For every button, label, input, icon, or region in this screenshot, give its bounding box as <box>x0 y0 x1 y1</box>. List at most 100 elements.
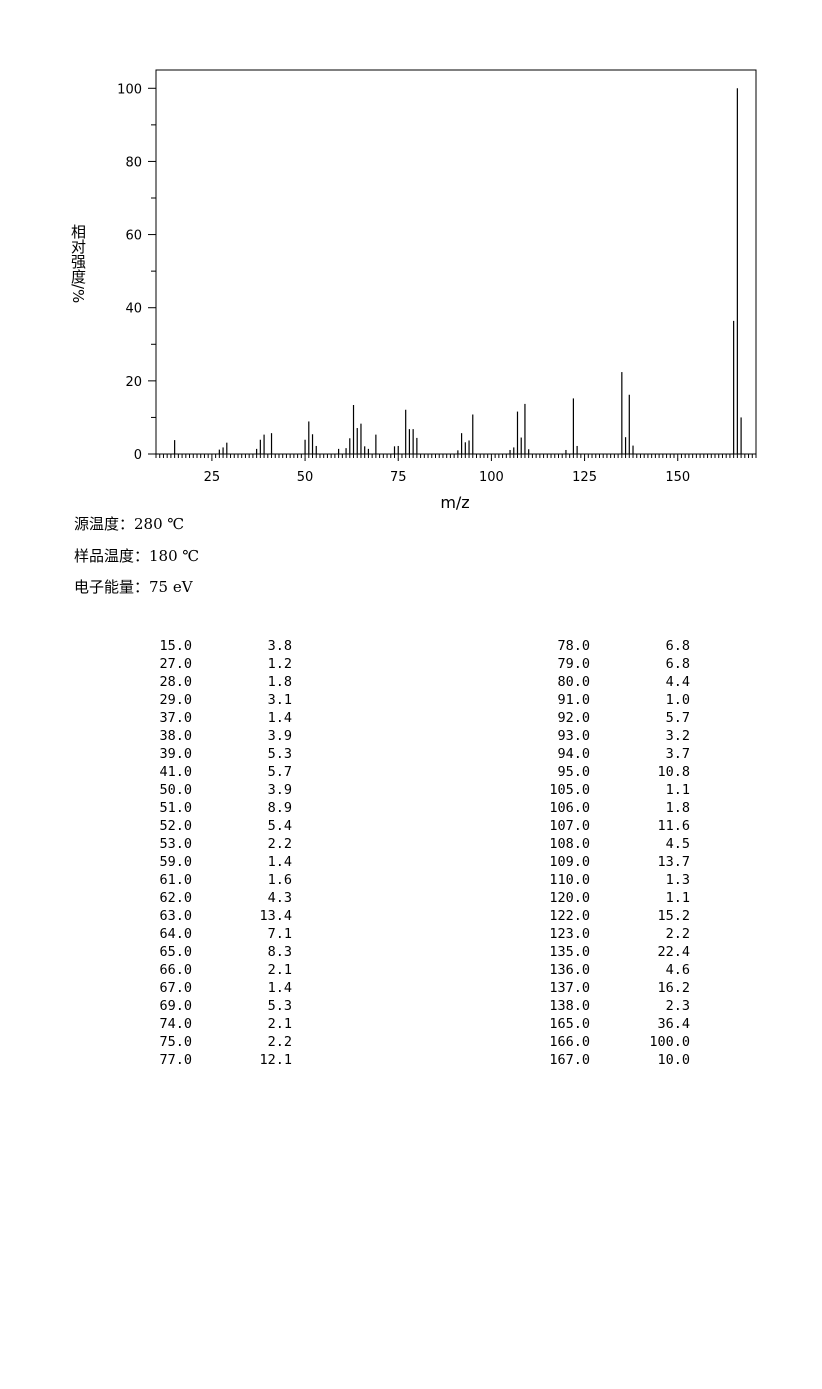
peak-mz: 106.0 <box>549 800 590 816</box>
x-tick-label: 75 <box>390 470 407 485</box>
peak-mz: 94.0 <box>557 746 590 762</box>
peak-row: 91.0 1.0 <box>490 691 690 709</box>
peak-intensity: 3.2 <box>665 728 690 744</box>
peak-intensity: 8.3 <box>267 944 292 960</box>
y-tick-label: 100 <box>117 82 142 97</box>
peak-intensity: 5.3 <box>267 746 292 762</box>
peak-mz: 29.0 <box>159 692 192 708</box>
peak-mz: 80.0 <box>557 674 590 690</box>
peak-mz: 53.0 <box>159 836 192 852</box>
peak-mz: 95.0 <box>557 764 590 780</box>
peak-intensity: 16.2 <box>657 980 690 996</box>
peak-intensity: 22.4 <box>657 944 690 960</box>
peak-intensity: 4.4 <box>665 674 690 690</box>
peak-intensity: 1.0 <box>665 692 690 708</box>
peak-intensity: 13.7 <box>657 854 690 870</box>
peak-mz: 136.0 <box>549 962 590 978</box>
peak-row: 51.0 8.9 <box>92 799 292 817</box>
peak-mz: 165.0 <box>549 1016 590 1032</box>
peak-intensity: 3.1 <box>267 692 292 708</box>
sample-temperature: 样品温度：180 ℃ <box>74 546 200 565</box>
electron-energy: 电子能量：75 eV <box>74 578 193 596</box>
peak-mz: 67.0 <box>159 980 192 996</box>
peak-row: 27.0 1.2 <box>92 655 292 673</box>
peak-row: 69.0 5.3 <box>92 997 292 1015</box>
x-axis-label: m/z <box>440 493 469 512</box>
peak-row: 65.0 8.3 <box>92 943 292 961</box>
peak-mz: 51.0 <box>159 800 192 816</box>
peak-intensity: 7.1 <box>267 926 292 942</box>
peak-intensity: 5.4 <box>267 818 292 834</box>
peak-mz: 91.0 <box>557 692 590 708</box>
peak-row: 53.0 2.2 <box>92 835 292 853</box>
peak-row: 120.0 1.1 <box>490 889 690 907</box>
peak-mz: 27.0 <box>159 656 192 672</box>
peak-row: 107.0 11.6 <box>490 817 690 835</box>
peak-intensity: 1.4 <box>267 854 292 870</box>
peak-row: 165.0 36.4 <box>490 1015 690 1033</box>
x-tick-label: 50 <box>297 470 314 485</box>
peak-row: 50.0 3.9 <box>92 781 292 799</box>
peak-mz: 77.0 <box>159 1052 192 1068</box>
peak-row: 167.0 10.0 <box>490 1051 690 1069</box>
peak-intensity: 4.3 <box>267 890 292 906</box>
peak-row: 79.0 6.8 <box>490 655 690 673</box>
peak-row: 93.0 3.2 <box>490 727 690 745</box>
peak-mz: 39.0 <box>159 746 192 762</box>
peak-intensity: 3.7 <box>665 746 690 762</box>
y-tick-label: 0 <box>134 448 142 463</box>
peak-bars <box>174 88 742 454</box>
peak-row: 59.0 1.4 <box>92 853 292 871</box>
peak-intensity: 2.1 <box>267 1016 292 1032</box>
peak-mz: 66.0 <box>159 962 192 978</box>
peak-row: 75.0 2.2 <box>92 1033 292 1051</box>
peak-mz: 37.0 <box>159 710 192 726</box>
peak-row: 37.0 1.4 <box>92 709 292 727</box>
peak-intensity: 6.8 <box>665 638 690 654</box>
peak-mz: 65.0 <box>159 944 192 960</box>
peak-mz: 122.0 <box>549 908 590 924</box>
peak-row: 109.0 13.7 <box>490 853 690 871</box>
peak-mz: 107.0 <box>549 818 590 834</box>
peak-mz: 79.0 <box>557 656 590 672</box>
peak-row: 138.0 2.3 <box>490 997 690 1015</box>
peak-row: 29.0 3.1 <box>92 691 292 709</box>
peak-intensity: 1.1 <box>665 782 690 798</box>
peak-intensity: 3.8 <box>267 638 292 654</box>
peak-row: 64.0 7.1 <box>92 925 292 943</box>
mass-spectrum-chart: 25 50 75 100 125 150 0 20 40 60 80 100 m/z <box>117 69 757 512</box>
peak-row: 135.0 22.4 <box>490 943 690 961</box>
y-tick-label: 40 <box>125 302 142 317</box>
peak-mz: 69.0 <box>159 998 192 1014</box>
peak-row: 166.0 100.0 <box>490 1033 690 1051</box>
peak-row: 110.0 1.3 <box>490 871 690 889</box>
peak-mz: 108.0 <box>549 836 590 852</box>
peak-intensity: 1.8 <box>267 674 292 690</box>
peak-intensity: 13.4 <box>259 908 292 924</box>
peak-mz: 75.0 <box>159 1034 192 1050</box>
peak-row: 74.0 2.1 <box>92 1015 292 1033</box>
experiment-conditions: 源温度：280 ℃ 样品温度：180 ℃ 电子能量：75 eV <box>74 512 199 607</box>
peak-intensity: 1.8 <box>665 800 690 816</box>
peak-row: 108.0 4.5 <box>490 835 690 853</box>
peak-intensity: 100.0 <box>649 1034 690 1050</box>
peak-mz: 138.0 <box>549 998 590 1014</box>
peak-intensity: 2.1 <box>267 962 292 978</box>
peak-mz: 52.0 <box>159 818 192 834</box>
peak-mz: 167.0 <box>549 1052 590 1068</box>
peak-row: 41.0 5.7 <box>92 763 292 781</box>
peak-row: 67.0 1.4 <box>92 979 292 997</box>
peak-row: 66.0 2.1 <box>92 961 292 979</box>
y-tick-label: 20 <box>125 375 142 390</box>
peak-mz: 62.0 <box>159 890 192 906</box>
y-tick-label: 60 <box>125 229 142 244</box>
peak-intensity: 6.8 <box>665 656 690 672</box>
peak-intensity: 10.0 <box>657 1052 690 1068</box>
peak-mz: 110.0 <box>549 872 590 888</box>
peak-row: 94.0 3.7 <box>490 745 690 763</box>
peak-mz: 109.0 <box>549 854 590 870</box>
peak-mz: 59.0 <box>159 854 192 870</box>
peak-mz: 28.0 <box>159 674 192 690</box>
peak-table-right: 78.0 6.8 79.0 6.8 80.0 4.4 91.0 1.0 92.0 5.7 93.0 3… <box>490 637 690 1069</box>
peak-intensity: 15.2 <box>657 908 690 924</box>
